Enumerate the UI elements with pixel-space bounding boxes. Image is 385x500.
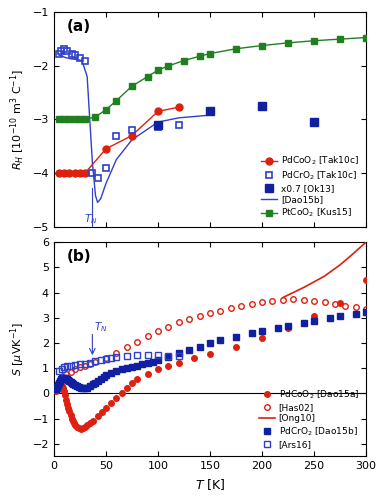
Legend: PdCoO$_2$ [Tak10c], PdCrO$_2$ [Tak10c], x0.7 [Ok13], [Dao15b], PtCoO$_2$ [Kus15]: PdCoO$_2$ [Tak10c], PdCrO$_2$ [Tak10c], … xyxy=(258,152,362,222)
Y-axis label: $S$ [$\mu$VK$^{-1}$]: $S$ [$\mu$VK$^{-1}$] xyxy=(8,322,27,376)
Y-axis label: $R_H$ [10$^{-10}$ m$^3$ C$^{-1}$]: $R_H$ [10$^{-10}$ m$^3$ C$^{-1}$] xyxy=(8,69,27,170)
Text: $T_N$: $T_N$ xyxy=(84,212,97,226)
Legend: PdCoO$_2$ [Dao15a], [Has02], [Ong10], PdCrO$_2$ [Dao15b], [Ars16]: PdCoO$_2$ [Dao15a], [Has02], [Ong10], Pd… xyxy=(256,386,362,452)
Text: (a): (a) xyxy=(66,19,90,34)
X-axis label: $T$ [K]: $T$ [K] xyxy=(195,476,225,492)
Text: (b): (b) xyxy=(66,248,91,264)
Text: $T_N$: $T_N$ xyxy=(94,320,108,334)
